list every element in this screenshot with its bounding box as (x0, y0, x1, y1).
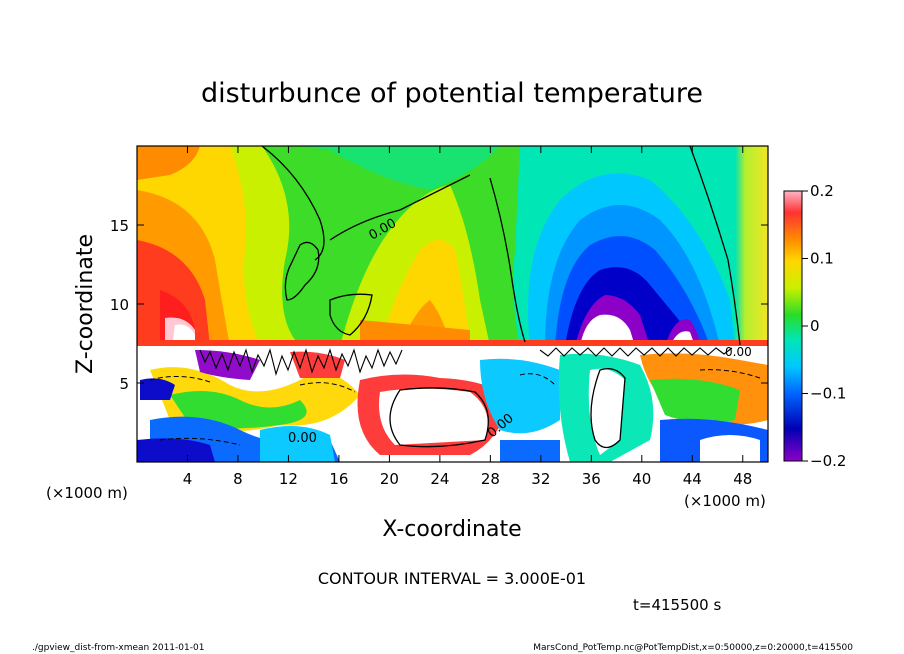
x-axis: 4 8 12 16 20 24 28 32 36 40 44 48 (183, 146, 752, 488)
colorbar-tick-label: 0.1 (810, 250, 834, 268)
x-unit-right: (×1000 m) (684, 492, 766, 510)
time-label: t=415500 s (633, 596, 721, 614)
colorbar-tick-label: 0.2 (810, 182, 834, 200)
chart-title: disturbunce of potential temperature (201, 78, 703, 109)
x-tick-label: 12 (279, 470, 298, 488)
x-tick-label: 48 (733, 470, 752, 488)
x-tick-label: 44 (683, 470, 702, 488)
x-tick-label: 32 (531, 470, 550, 488)
y-tick-label: 10 (110, 296, 129, 314)
y-tick-label: 15 (110, 217, 129, 235)
footer-right: MarsCond_PotTemp.nc@PotTempDist,x=0:5000… (533, 643, 853, 653)
x-tick-label: 4 (183, 470, 193, 488)
y-tick-label: 5 (119, 375, 129, 393)
x-tick-label: 20 (380, 470, 399, 488)
colorbar-ticks: 0.2 0.1 0 −0.1 −0.2 (802, 182, 846, 470)
heatmap-field (137, 146, 768, 462)
y-axis-label: Z-coordinate (73, 234, 98, 374)
contour-interval: CONTOUR INTERVAL = 3.000E-01 (318, 569, 586, 588)
contour-label: 0.00 (288, 431, 317, 446)
x-tick-label: 36 (582, 470, 601, 488)
colorbar-tick-label: −0.2 (810, 452, 846, 470)
x-tick-label: 24 (430, 470, 449, 488)
x-tick-label: 16 (329, 470, 348, 488)
x-tick-label: 8 (233, 470, 243, 488)
x-axis-label: X-coordinate (382, 517, 521, 542)
colorbar (783, 190, 803, 462)
x-tick-label: 40 (632, 470, 651, 488)
y-axis: 5 10 15 (110, 217, 768, 393)
x-unit-left: (×1000 m) (46, 484, 128, 502)
colorbar-tick-label: −0.1 (810, 385, 846, 403)
footer-left: ./gpview_dist-from-xmean 2011-01-01 (32, 643, 204, 653)
contour-label: 0.00 (725, 345, 752, 359)
x-tick-label: 28 (481, 470, 500, 488)
colorbar-tick-label: 0 (810, 317, 820, 335)
